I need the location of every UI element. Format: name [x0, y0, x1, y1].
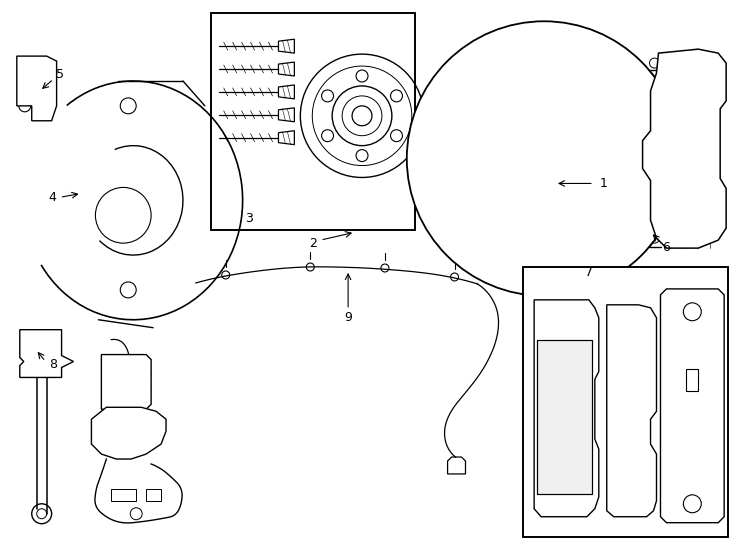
Polygon shape	[661, 289, 724, 523]
Bar	[686, 419, 698, 441]
Text: 9: 9	[344, 311, 352, 324]
Bar	[523, 267, 728, 537]
Polygon shape	[534, 300, 599, 517]
Polygon shape	[17, 56, 57, 121]
Polygon shape	[607, 305, 656, 517]
Circle shape	[683, 303, 701, 321]
Circle shape	[683, 495, 701, 513]
Text: 3: 3	[244, 212, 252, 225]
Bar	[146, 489, 161, 501]
Polygon shape	[20, 330, 73, 377]
Polygon shape	[642, 49, 726, 248]
Bar	[537, 340, 592, 494]
Bar	[211, 14, 415, 230]
Text: 8: 8	[48, 358, 57, 371]
Text: 4: 4	[48, 191, 57, 204]
Polygon shape	[101, 355, 151, 409]
Bar	[523, 267, 728, 537]
Bar	[211, 14, 415, 230]
Bar	[537, 340, 592, 494]
Bar	[686, 369, 698, 392]
Polygon shape	[92, 407, 166, 459]
Text: 5: 5	[56, 68, 64, 80]
Bar	[112, 489, 137, 501]
Circle shape	[407, 21, 681, 296]
Text: 7: 7	[585, 266, 593, 280]
Text: 6: 6	[663, 241, 670, 254]
Text: 1: 1	[600, 177, 608, 190]
Text: 2: 2	[309, 237, 317, 249]
